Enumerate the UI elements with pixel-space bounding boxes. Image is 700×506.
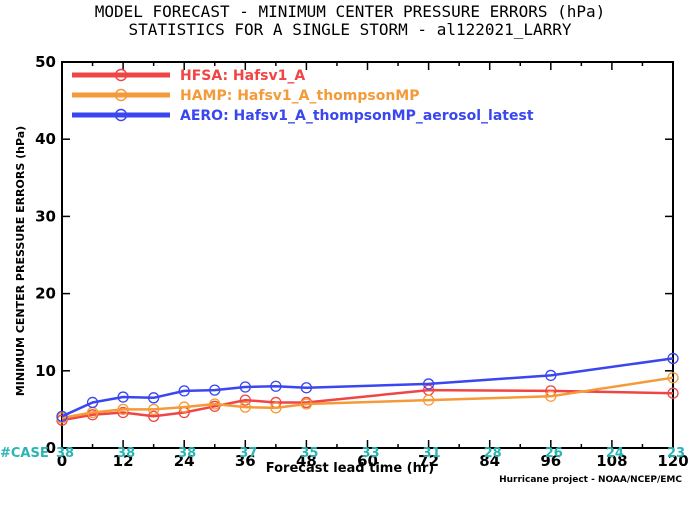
chart-title-line2: STATISTICS FOR A SINGLE STORM - al122021… [128,20,571,39]
y-tick-label: 10 [35,362,56,380]
data-point [209,384,221,396]
y-tick-label: 20 [35,285,56,303]
legend-swatch-marker [114,108,128,122]
data-point [117,391,129,403]
x-tick-label: 60 [357,452,378,470]
case-count: 26 [545,446,563,461]
series-line [61,357,674,418]
y-tick-label: 50 [35,53,56,71]
legend-label: HAMP: Hafsv1_A_thompsonMP [180,88,420,104]
x-tick-label: 96 [540,452,561,470]
data-point [239,381,251,393]
case-count: 38 [117,446,135,461]
case-count: 33 [361,446,379,461]
data-point [545,390,557,402]
case-count: 38 [56,446,74,461]
y-tick-label: 40 [35,130,56,148]
data-point [545,369,557,382]
data-point [56,410,68,422]
data-point [147,410,160,422]
y-tick-label: 30 [35,207,56,225]
data-point [209,398,221,410]
series-aero [56,352,679,422]
case-count: 37 [239,446,257,461]
legend-swatch-marker [114,88,128,102]
x-tick-label: 84 [479,452,500,470]
x-tick-label: 120 [657,452,688,470]
data-point [422,378,435,390]
legend-entry: AERO: Hafsv1_A_thompsonMP_aerosol_latest [72,108,534,124]
data-point [147,392,160,404]
data-point [270,380,282,392]
legend-entry: HAMP: Hafsv1_A_thompsonMP [72,88,420,104]
x-tick-label: 36 [235,452,256,470]
x-axis-label: Forecast lead time (hr) [266,461,434,476]
x-tick-label: 0 [57,452,67,470]
data-point [667,372,679,384]
y-tick-label: 0 [46,439,56,457]
data-point [117,406,129,419]
data-point [422,394,435,406]
y-axis-label: MINIMUM CENTER PRESSURE ERRORS (hPa) [14,126,27,396]
data-point [147,403,160,416]
data-point [117,403,129,416]
data-point [667,387,679,399]
credit-text: Hurricane project - NOAA/NCEP/EMC [499,475,682,485]
x-tick-label: 72 [418,452,439,470]
case-count: 35 [300,446,318,461]
case-count: 23 [667,446,685,461]
legend-swatch-marker [114,68,128,82]
data-point [300,398,313,410]
data-point [86,396,99,409]
legend-label: HFSA: Hafsv1_A [180,68,305,84]
chart-series [56,352,679,426]
x-tick-label: 48 [296,452,317,470]
case-label: #CASE [0,446,49,461]
legend-entry: HFSA: Hafsv1_A [72,68,305,84]
case-count: 24 [606,446,624,461]
case-count: 28 [484,446,502,461]
case-count: 38 [178,446,196,461]
data-point [239,401,251,413]
data-point [300,382,313,394]
x-tick-label: 24 [174,452,195,470]
series-line [61,388,674,422]
chart-title-line1: MODEL FORECAST - MINIMUM CENTER PRESSURE… [95,2,606,21]
data-point [239,394,251,406]
data-point [270,402,282,414]
x-tick-label: 12 [113,452,134,470]
data-point [178,385,190,397]
legend-label: AERO: Hafsv1_A_thompsonMP_aerosol_latest [180,108,534,124]
data-point [178,401,190,413]
case-count: 31 [423,446,441,461]
x-tick-label: 108 [596,452,627,470]
data-point [667,352,679,365]
chart-legend: HFSA: Hafsv1_A HAMP: Hafsv1_A_thompsonMP A… [72,68,534,124]
